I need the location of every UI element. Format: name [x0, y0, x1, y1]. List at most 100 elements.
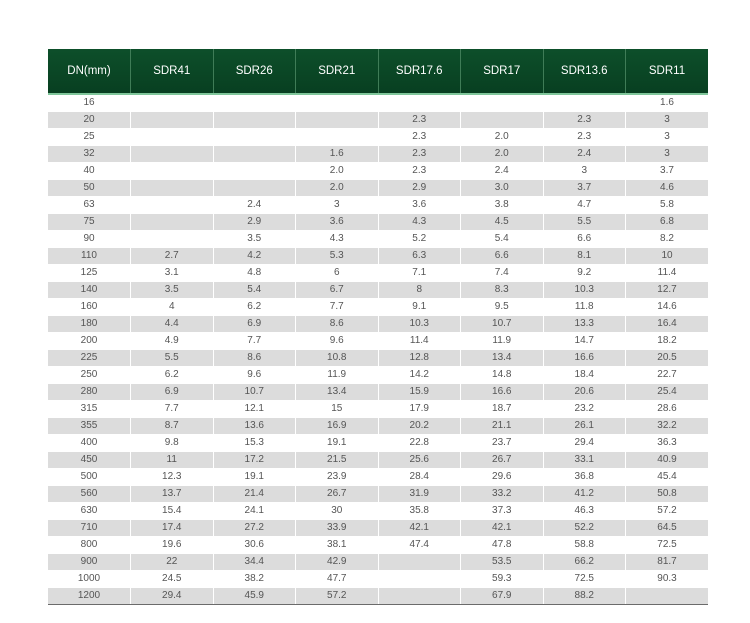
thickness-cell: 2.3 — [377, 162, 461, 180]
thickness-cell: 2.3 — [542, 111, 626, 129]
table-row: 315 7.7 12.1 15 17.9 18.7 23.2 28.6 — [48, 400, 708, 418]
column-header-sdr26: SDR26 — [212, 49, 296, 93]
thickness-cell: 3 — [295, 196, 378, 214]
thickness-cell — [212, 111, 296, 129]
thickness-cell: 42.1 — [377, 519, 461, 537]
thickness-cell: 38.1 — [295, 536, 378, 554]
thickness-cell: 4.9 — [130, 332, 213, 350]
thickness-cell: 2.9 — [212, 213, 296, 231]
thickness-cell: 29.4 — [130, 587, 213, 605]
thickness-cell: 30 — [295, 502, 378, 520]
thickness-cell: 2.0 — [460, 128, 543, 146]
dn-cell: 25 — [48, 128, 131, 146]
column-header-sdr21: SDR21 — [295, 49, 378, 93]
thickness-cell — [212, 179, 296, 197]
thickness-cell — [625, 587, 708, 605]
thickness-cell: 8.6 — [295, 315, 378, 333]
thickness-cell: 4.8 — [212, 264, 296, 282]
thickness-cell: 10.3 — [377, 315, 461, 333]
thickness-cell: 21.4 — [212, 485, 296, 503]
thickness-cell: 3.5 — [212, 230, 296, 248]
thickness-cell: 20.6 — [542, 383, 626, 401]
table-row: 250 6.2 9.6 11.9 14.2 14.8 18.4 22.7 — [48, 366, 708, 384]
table-row: 200 4.9 7.7 9.6 11.4 11.9 14.7 18.2 — [48, 332, 708, 350]
thickness-cell: 3 — [625, 111, 708, 129]
thickness-cell: 2.4 — [212, 196, 296, 214]
column-header-sdr41: SDR41 — [130, 49, 213, 93]
thickness-cell: 30.6 — [212, 536, 296, 554]
thickness-cell: 23.9 — [295, 468, 378, 486]
thickness-cell: 36.8 — [542, 468, 626, 486]
table-row: 180 4.4 6.9 8.6 10.3 10.7 13.3 16.4 — [48, 315, 708, 333]
table-row: 50 2.0 2.9 3.0 3.7 4.6 — [48, 179, 708, 197]
thickness-cell: 12.7 — [625, 281, 708, 299]
thickness-cell: 2.0 — [295, 162, 378, 180]
dn-cell: 110 — [48, 247, 131, 265]
header-accent-bar — [48, 93, 708, 95]
thickness-cell: 4.7 — [542, 196, 626, 214]
thickness-cell — [460, 111, 543, 129]
thickness-cell: 24.5 — [130, 570, 213, 588]
thickness-cell: 2.7 — [130, 247, 213, 265]
thickness-cell: 19.1 — [295, 434, 378, 452]
thickness-cell: 3.8 — [460, 196, 543, 214]
dn-cell: 560 — [48, 485, 131, 503]
thickness-cell — [212, 128, 296, 146]
table-header: DN(mm) SDR41 SDR26 SDR21 SDR17.6 SDR17 SDR13.6… — [48, 49, 708, 95]
thickness-cell: 13.4 — [295, 383, 378, 401]
table-row: 1200 29.4 45.9 57.2 67.9 88.2 — [48, 587, 708, 605]
thickness-cell: 46.3 — [542, 502, 626, 520]
table-row: 500 12.3 19.1 23.9 28.4 29.6 36.8 45.4 — [48, 468, 708, 486]
thickness-cell: 8.2 — [625, 230, 708, 248]
dn-cell: 450 — [48, 451, 131, 469]
thickness-cell: 25.4 — [625, 383, 708, 401]
thickness-cell: 25.6 — [377, 451, 461, 469]
thickness-cell — [130, 162, 213, 180]
thickness-cell: 9.2 — [542, 264, 626, 282]
thickness-cell: 21.5 — [295, 451, 378, 469]
thickness-cell — [212, 162, 296, 180]
thickness-cell — [377, 553, 461, 571]
thickness-cell: 9.5 — [460, 298, 543, 316]
thickness-cell: 5.4 — [212, 281, 296, 299]
dn-cell: 355 — [48, 417, 131, 435]
thickness-cell: 11.8 — [542, 298, 626, 316]
table-row: 110 2.7 4.2 5.3 6.3 6.6 8.1 10 — [48, 247, 708, 265]
thickness-cell: 13.6 — [212, 417, 296, 435]
thickness-cell: 53.5 — [460, 553, 543, 571]
thickness-cell: 8.3 — [460, 281, 543, 299]
thickness-cell: 16.4 — [625, 315, 708, 333]
thickness-cell: 7.7 — [212, 332, 296, 350]
dn-cell: 1000 — [48, 570, 131, 588]
table-row: 900 22 34.4 42.9 53.5 66.2 81.7 — [48, 553, 708, 571]
thickness-cell: 13.7 — [130, 485, 213, 503]
thickness-cell: 13.4 — [460, 349, 543, 367]
dn-cell: 125 — [48, 264, 131, 282]
thickness-cell: 18.7 — [460, 400, 543, 418]
thickness-cell: 18.2 — [625, 332, 708, 350]
thickness-cell: 5.5 — [130, 349, 213, 367]
thickness-cell: 29.6 — [460, 468, 543, 486]
thickness-cell — [130, 196, 213, 214]
thickness-cell: 52.2 — [542, 519, 626, 537]
thickness-cell: 28.4 — [377, 468, 461, 486]
dn-cell: 900 — [48, 553, 131, 571]
thickness-cell: 38.2 — [212, 570, 296, 588]
thickness-cell: 90.3 — [625, 570, 708, 588]
table-row: 630 15.4 24.1 30 35.8 37.3 46.3 57.2 — [48, 502, 708, 520]
table-body: 16 1.6 20 2.3 2.3 3 25 2.3 2.0 2.3 3 32 1.6 2.3 2.0 2.4… — [48, 95, 708, 605]
thickness-cell: 17.2 — [212, 451, 296, 469]
thickness-cell: 35.8 — [377, 502, 461, 520]
sdr-thickness-table-container: DN(mm) SDR41 SDR26 SDR21 SDR17.6 SDR17 SDR13.6… — [48, 49, 708, 605]
thickness-cell: 2.9 — [377, 179, 461, 197]
dn-cell: 180 — [48, 315, 131, 333]
thickness-cell: 4.5 — [460, 213, 543, 231]
dn-cell: 710 — [48, 519, 131, 537]
thickness-cell: 47.7 — [295, 570, 378, 588]
thickness-cell — [130, 111, 213, 129]
thickness-cell: 3.6 — [377, 196, 461, 214]
thickness-cell: 81.7 — [625, 553, 708, 571]
thickness-cell: 64.5 — [625, 519, 708, 537]
thickness-cell: 16.6 — [460, 383, 543, 401]
thickness-cell: 23.7 — [460, 434, 543, 452]
